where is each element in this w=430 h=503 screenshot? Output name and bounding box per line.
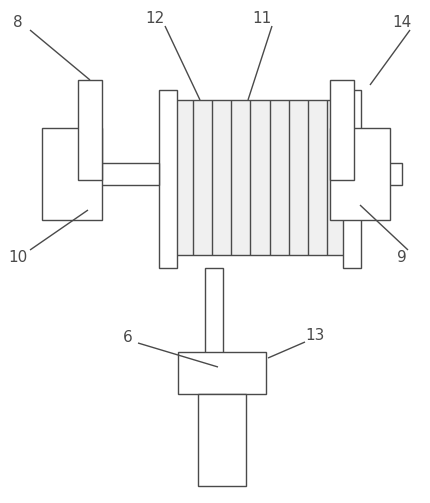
Bar (174, 100, 345, 255)
Bar (197, 394, 246, 486)
Text: 6: 6 (123, 330, 132, 346)
Bar (342, 90, 360, 268)
Bar (42, 128, 102, 220)
Text: 11: 11 (252, 11, 271, 26)
Bar (159, 90, 177, 268)
Bar (78, 80, 102, 180)
Bar (329, 80, 353, 180)
Bar (205, 268, 222, 358)
Text: 13: 13 (304, 327, 324, 343)
Bar (100, 163, 159, 185)
Text: 10: 10 (8, 250, 28, 266)
Text: 9: 9 (396, 250, 406, 266)
Text: 14: 14 (391, 15, 411, 30)
Text: 8: 8 (13, 15, 23, 30)
Bar (178, 352, 265, 394)
Bar (329, 128, 389, 220)
Bar (342, 163, 401, 185)
Text: 12: 12 (145, 11, 164, 26)
